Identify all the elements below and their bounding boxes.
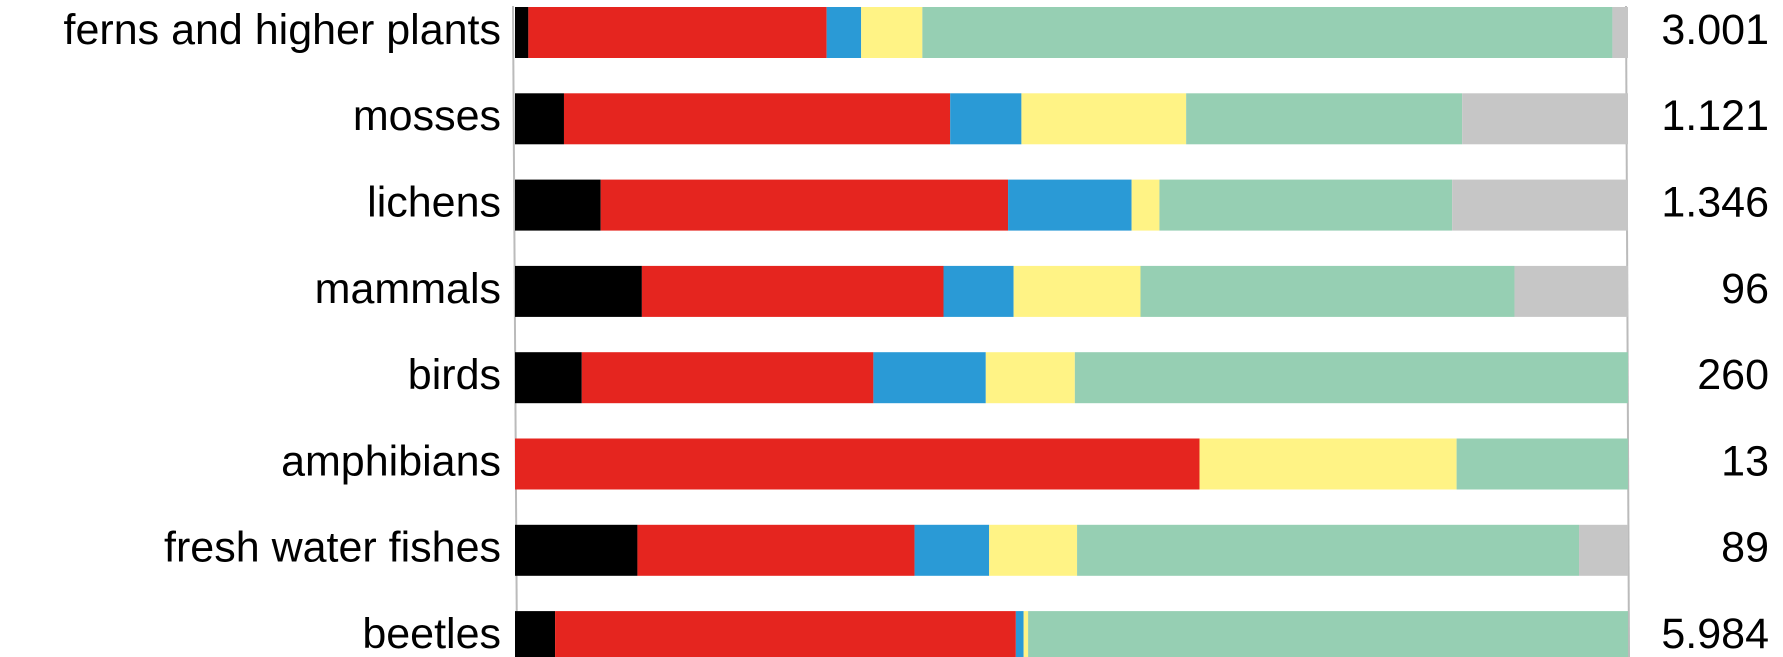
- total-label: 1.121: [1661, 92, 1769, 140]
- bar-segment: [515, 93, 564, 145]
- category-label: lichens: [367, 178, 501, 226]
- bar-segment: [1456, 438, 1628, 490]
- bar-segment: [1186, 93, 1463, 145]
- category-label: mosses: [353, 92, 501, 140]
- total-label: 96: [1721, 265, 1769, 313]
- bar-segment: [1015, 611, 1024, 657]
- category-label: mammals: [315, 265, 501, 313]
- bar-segment: [641, 265, 944, 317]
- bar-segment: [1077, 524, 1580, 576]
- bar-segment: [950, 93, 1022, 145]
- bar-segment: [1074, 352, 1628, 404]
- bar-segment: [515, 438, 1200, 490]
- bar-segment: [1462, 93, 1628, 145]
- bar-segment: [985, 352, 1075, 404]
- bar-segment: [515, 179, 601, 231]
- bar-segment: [528, 7, 827, 58]
- category-label: ferns and higher plants: [64, 6, 501, 54]
- bar-segment: [861, 7, 923, 58]
- bar-segment: [515, 265, 642, 317]
- bar-segment: [1021, 93, 1187, 145]
- bar-segment: [515, 611, 556, 657]
- bar-segment: [943, 265, 1014, 317]
- category-label: amphibians: [281, 437, 501, 485]
- bar-segment: [563, 93, 951, 145]
- bar-segment: [914, 524, 990, 576]
- bar-segment: [1131, 179, 1160, 231]
- total-label: 1.346: [1661, 178, 1769, 226]
- total-label: 5.984: [1661, 610, 1769, 657]
- bar-segment: [600, 179, 1009, 231]
- bar-segment: [922, 7, 1613, 58]
- bar-segment: [1013, 265, 1141, 317]
- bar-segment: [989, 524, 1078, 576]
- total-label: 89: [1721, 524, 1769, 572]
- total-label: 260: [1697, 351, 1769, 399]
- bar-segment: [1140, 265, 1515, 317]
- bar-segment: [1159, 179, 1453, 231]
- bar-segment: [581, 352, 874, 404]
- bar-segment: [1612, 7, 1628, 58]
- category-label: fresh water fishes: [164, 524, 501, 572]
- category-label: birds: [408, 351, 501, 399]
- bar-segment: [1008, 179, 1132, 231]
- bar-segment: [515, 352, 582, 404]
- bar-segment: [555, 611, 1016, 657]
- bar-segment: [1579, 524, 1628, 576]
- total-label: 3.001: [1661, 6, 1769, 54]
- bar-segment: [1514, 265, 1628, 317]
- bar-segment: [515, 7, 529, 58]
- bar-segment: [1452, 179, 1628, 231]
- category-label: beetles: [362, 610, 501, 657]
- total-label: 13: [1721, 437, 1769, 485]
- bar-segment: [1028, 611, 1628, 657]
- bar-segment: [515, 524, 638, 576]
- bar-segment: [1023, 611, 1029, 657]
- bar-segment: [637, 524, 915, 576]
- bar-segment: [826, 7, 862, 58]
- bar-segment: [873, 352, 986, 404]
- bar-segment: [1199, 438, 1457, 490]
